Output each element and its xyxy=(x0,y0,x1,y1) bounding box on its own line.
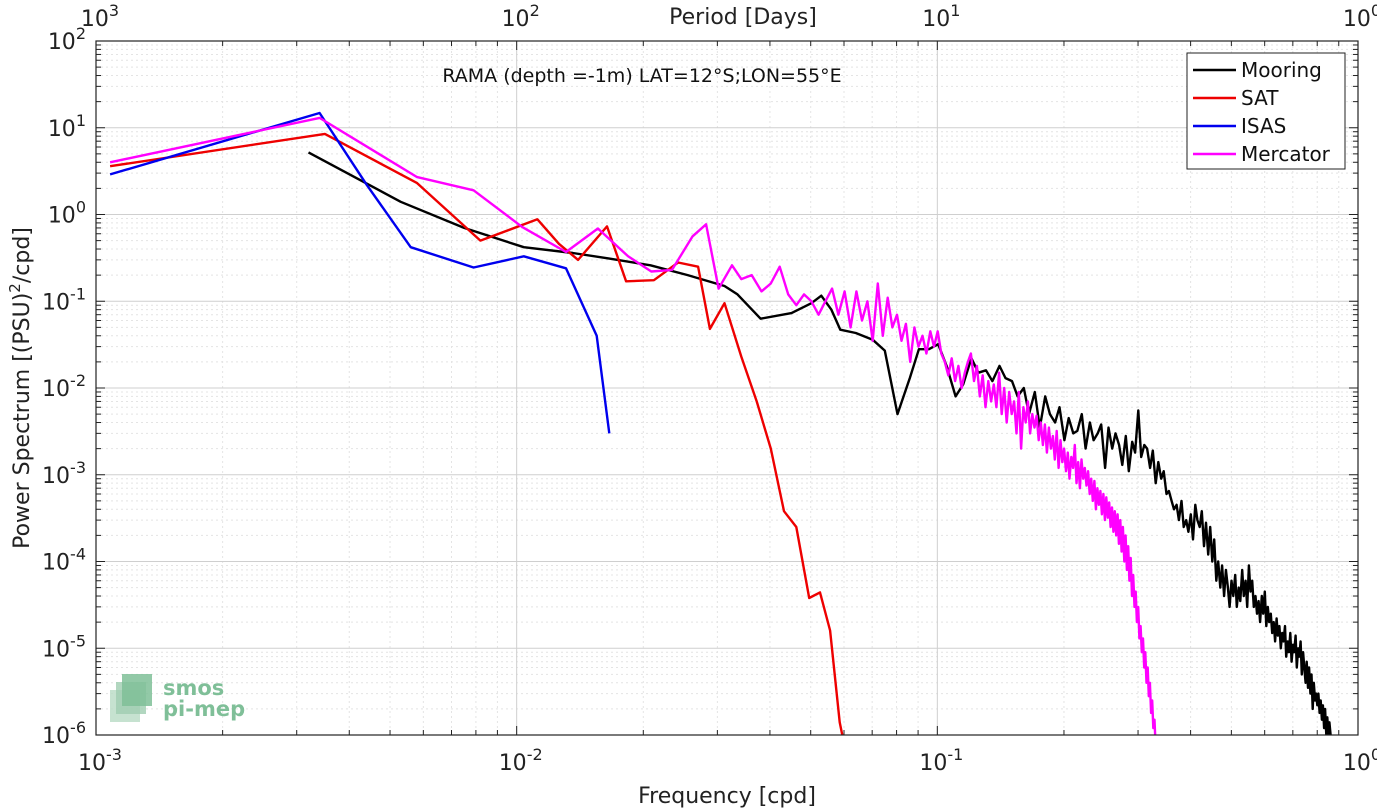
y-tick-label-base: 10 xyxy=(42,724,70,749)
x-tick-label-base: 10 xyxy=(78,751,106,776)
legend: Mooring SAT ISAS Mercator xyxy=(1186,52,1346,170)
y-tick-label-exponent: -1 xyxy=(70,284,86,303)
logo-text-smos: smos xyxy=(163,676,224,700)
legend-box xyxy=(1186,52,1346,170)
top-tick-label-base: 10 xyxy=(922,7,950,32)
x-tick-label-base: 10 xyxy=(499,751,527,776)
top-tick-label-exponent: 1 xyxy=(950,1,960,20)
y-tick-label-base: 10 xyxy=(42,464,70,489)
smos-pimep-logo: smos pi-mep xyxy=(110,674,245,722)
y-tick-label-exponent: -5 xyxy=(70,631,86,650)
top-tick-label-exponent: 3 xyxy=(109,1,119,20)
y-tick-label: 10-6 xyxy=(42,718,86,749)
series-line-mooring xyxy=(307,151,1332,735)
x-tick-label-base: 10 xyxy=(1343,751,1371,776)
top-tick-label-exponent: 2 xyxy=(530,1,540,20)
x-tick-label: 100 xyxy=(1343,745,1377,776)
x-tick-label-exponent: -2 xyxy=(527,745,543,764)
legend-label-isas: ISAS xyxy=(1241,114,1286,138)
y-tick-label: 10-4 xyxy=(42,545,86,576)
y-tick-label: 10-2 xyxy=(42,371,86,402)
series-line-mercator xyxy=(109,116,1157,735)
y-tick-label-base: 10 xyxy=(42,377,70,402)
y-axis-label-base: Power Spectrum [(PSU) xyxy=(10,293,35,549)
y-tick-label-exponent: 1 xyxy=(76,111,86,130)
y-tick-label: 100 xyxy=(48,198,86,229)
y-tick-label-exponent: -3 xyxy=(70,458,86,477)
x-tick-label-exponent: 0 xyxy=(1371,745,1377,764)
y-tick-label-exponent: -2 xyxy=(70,371,86,390)
y-axis-label-tail: /cpd] xyxy=(10,227,35,283)
x-tick-label: 10-1 xyxy=(919,745,963,776)
y-tick-label: 10-1 xyxy=(42,284,86,315)
y-tick-label: 101 xyxy=(48,111,86,142)
y-axis-label: Power Spectrum [(PSU)2/cpd] xyxy=(6,227,35,549)
y-tick-label-base: 10 xyxy=(42,290,70,315)
y-tick-label: 10-5 xyxy=(42,631,86,662)
top-tick-label-base: 10 xyxy=(1343,7,1371,32)
y-tick-label-base: 10 xyxy=(42,551,70,576)
x-tick-label-base: 10 xyxy=(919,751,947,776)
x-tick-label: 10-2 xyxy=(499,745,543,776)
plot-frame xyxy=(95,40,1359,736)
y-tick-label: 102 xyxy=(48,24,86,55)
legend-label-mercator: Mercator xyxy=(1241,142,1331,166)
top-tick-label: 101 xyxy=(922,1,960,32)
logo-block-3 xyxy=(122,674,152,706)
top-tick-label: 103 xyxy=(81,1,119,32)
x-tick-label-exponent: -3 xyxy=(106,745,122,764)
y-tick-label-exponent: 0 xyxy=(76,198,86,217)
legend-label-mooring: Mooring xyxy=(1241,58,1322,82)
x-tick-label-exponent: -1 xyxy=(947,745,963,764)
y-tick-label-exponent: -6 xyxy=(70,718,86,737)
series-group xyxy=(109,111,1332,735)
y-tick-label-base: 10 xyxy=(48,30,76,55)
x-tick-label: 10-3 xyxy=(78,745,122,776)
y-tick-label-exponent: -4 xyxy=(70,545,86,564)
y-tick-label-base: 10 xyxy=(42,637,70,662)
x-axis-label: Frequency [cpd] xyxy=(638,784,816,809)
top-tick-label: 100 xyxy=(1343,1,1377,32)
y-tick-label-base: 10 xyxy=(48,117,76,142)
legend-label-sat: SAT xyxy=(1241,86,1279,110)
top-tick-label: 102 xyxy=(502,1,540,32)
y-tick-label-base: 10 xyxy=(48,204,76,229)
grid-lines xyxy=(95,40,1359,736)
y-tick-label-exponent: 2 xyxy=(76,24,86,43)
series-line-isas xyxy=(109,111,611,434)
top-tick-label-base: 10 xyxy=(502,7,530,32)
top-tick-label-base: 10 xyxy=(81,7,109,32)
y-tick-label: 10-3 xyxy=(42,458,86,489)
top-axis-label: Period [Days] xyxy=(669,5,817,30)
y-axis-label-sup: 2 xyxy=(6,283,24,293)
series-line-sat xyxy=(109,132,844,735)
top-tick-label-exponent: 0 xyxy=(1371,1,1377,20)
chart-title: RAMA (depth =-1m) LAT=12°S;LON=55°E xyxy=(442,65,841,87)
logo-text-pimep: pi-mep xyxy=(163,697,245,721)
